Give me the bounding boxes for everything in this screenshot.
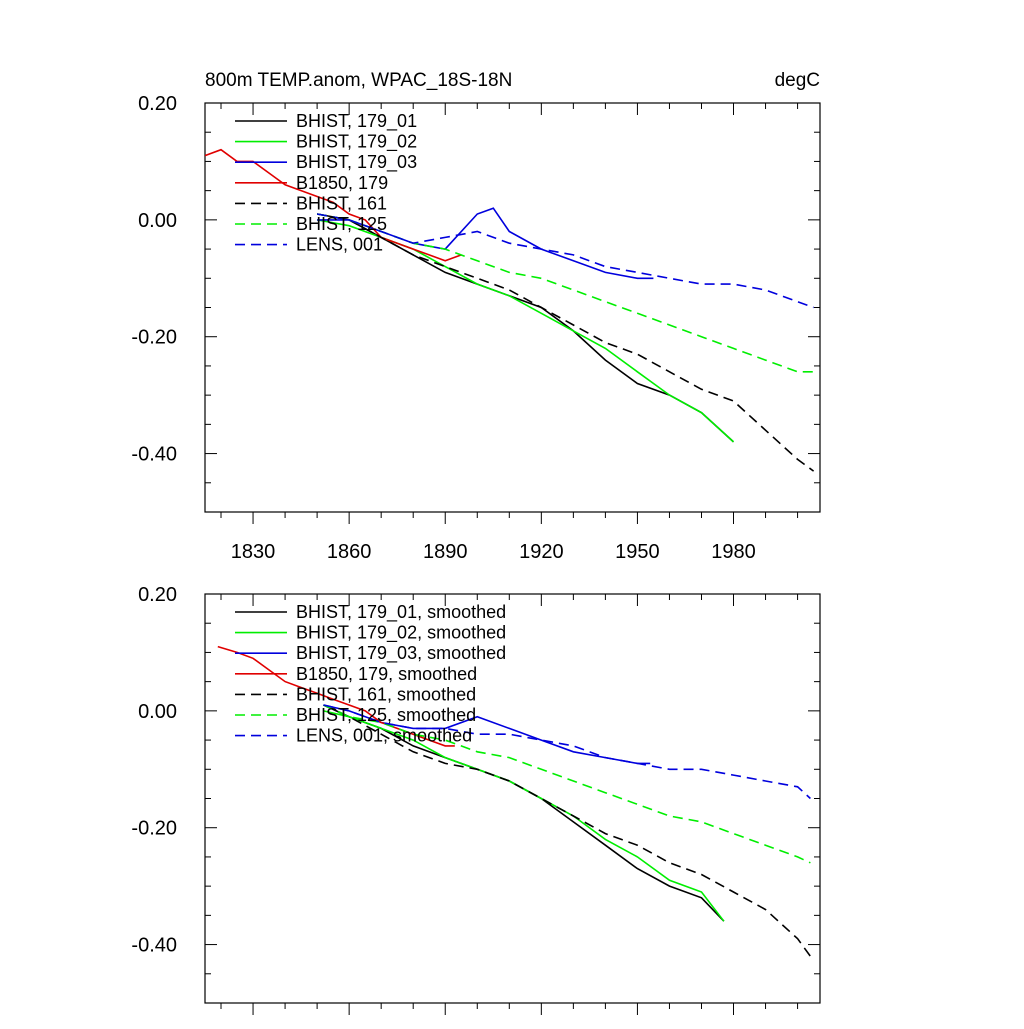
series-line-5	[323, 704, 811, 864]
legend-label-2: BHIST, 179_03, smoothed	[296, 643, 506, 664]
series-line-5	[316, 213, 814, 373]
y-tick-label: -0.20	[131, 327, 177, 349]
x-tick-label: 1830	[231, 541, 276, 563]
x-tick-label: 1890	[423, 541, 468, 563]
x-tick-label: 1860	[327, 541, 372, 563]
legend-label-0: BHIST, 179_01	[296, 111, 417, 132]
x-tick-label: 1950	[615, 541, 660, 563]
y-tick-label: 0.00	[138, 701, 177, 723]
y-tick-label: 0.00	[138, 210, 177, 232]
series-line-4	[316, 213, 815, 472]
legend-label-3: B1850, 179	[296, 173, 388, 193]
legend-label-0: BHIST, 179_01, smoothed	[296, 602, 506, 623]
panel-bottom: 0.20 0.00 -0.20 -0.40 BHIST, 179_01, smoothe…	[131, 584, 821, 1015]
series-line-6	[316, 213, 814, 309]
y-tick-label: 0.20	[138, 93, 177, 115]
y-tick-label: 0.20	[138, 584, 177, 606]
legend-label-2: BHIST, 179_03	[296, 152, 417, 173]
legend-label-5: BHIST, 125, smoothed	[296, 705, 476, 725]
panel-top: 0.20 0.00 -0.20 -0.40 1830 1860 1890 1920 1950 19…	[131, 70, 821, 563]
legend-label-1: BHIST, 179_02, smoothed	[296, 623, 506, 644]
series-line-3	[217, 645, 455, 747]
series-line-0	[316, 213, 735, 443]
y-tick-label: -0.20	[131, 818, 177, 840]
legend-label-5: BHIST, 125	[296, 214, 387, 234]
units-label: degC	[775, 70, 820, 91]
legend-label-4: BHIST, 161, smoothed	[296, 684, 476, 704]
y-tick-label: -0.40	[131, 935, 177, 957]
legend-label-4: BHIST, 161	[296, 193, 387, 213]
chart-title: 800m TEMP.anom, WPAC_18S-18N	[205, 70, 512, 91]
series-line-1	[323, 710, 725, 922]
legend-label-6: LENS, 001	[296, 235, 383, 255]
legend-label-1: BHIST, 179_02	[296, 132, 417, 153]
x-tick-label: 1980	[711, 541, 756, 563]
y-tick-label: -0.40	[131, 444, 177, 466]
legend-label-6: LENS, 001, smoothed	[296, 726, 472, 746]
series-line-4	[323, 704, 812, 957]
legend-label-3: B1850, 179, smoothed	[296, 664, 477, 684]
x-tick-label: 1920	[519, 541, 564, 563]
series-line-6	[323, 704, 811, 800]
